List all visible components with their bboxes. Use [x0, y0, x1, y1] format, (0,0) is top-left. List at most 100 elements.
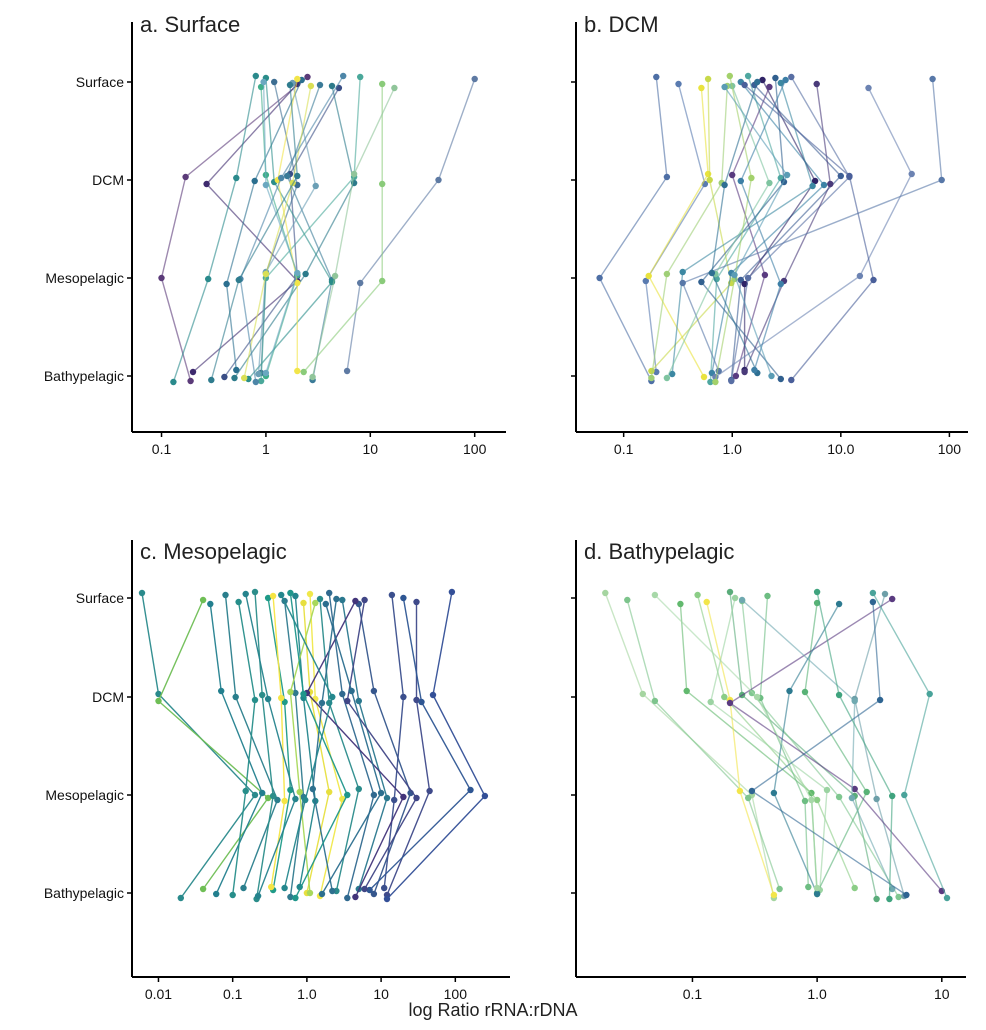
series-line [321, 603, 382, 895]
data-point [233, 366, 240, 374]
data-point [809, 182, 816, 190]
data-point [938, 176, 945, 184]
data-point [669, 370, 676, 378]
data-point [300, 599, 307, 607]
series-line [741, 600, 900, 898]
series-line [744, 84, 875, 381]
series-line [728, 598, 943, 892]
data-point [813, 588, 821, 596]
data-point [331, 272, 339, 280]
panel-title: d. Bathypelagic [584, 539, 734, 564]
data-point [653, 368, 660, 376]
series-line [750, 601, 907, 896]
data-point [728, 377, 735, 385]
y-tick-label: DCM [92, 689, 124, 705]
data-point [271, 78, 278, 86]
data-point [294, 172, 301, 180]
series-line [233, 85, 355, 379]
series-line [386, 591, 486, 900]
series-line [312, 598, 338, 892]
data-point [777, 375, 784, 383]
data-point [683, 687, 690, 695]
data-point [251, 588, 259, 596]
series-line [303, 84, 383, 373]
data-point [870, 276, 877, 284]
data-point [292, 689, 299, 697]
data-point [155, 697, 162, 705]
data-point [777, 280, 784, 288]
data-point [391, 84, 398, 92]
data-point [663, 173, 671, 181]
data-point [302, 796, 309, 804]
data-point [889, 595, 896, 603]
data-point [379, 80, 386, 88]
data-point [813, 796, 821, 804]
data-point [889, 792, 896, 800]
data-point [296, 788, 303, 796]
data-point [726, 72, 733, 80]
series-line [681, 78, 943, 372]
series-line [626, 599, 781, 890]
series-line [647, 87, 709, 378]
data-point [639, 690, 646, 698]
data-point [737, 276, 744, 284]
data-point [881, 590, 889, 598]
series-line [309, 593, 344, 897]
data-point [208, 376, 215, 384]
series-line [604, 592, 775, 899]
series-line [709, 597, 828, 891]
series-line [358, 603, 412, 895]
series-line [872, 592, 948, 899]
data-point [651, 591, 659, 599]
data-point [748, 174, 755, 182]
series-line [598, 76, 668, 382]
data-point [344, 697, 351, 705]
data-point [355, 785, 362, 793]
data-point [736, 787, 744, 795]
data-point [344, 894, 351, 902]
data-point [698, 84, 705, 92]
data-point [302, 270, 309, 278]
data-point [241, 374, 248, 382]
data-point [761, 271, 769, 279]
data-point [221, 373, 228, 381]
data-point [846, 172, 853, 180]
series-line [306, 600, 405, 898]
data-point [811, 177, 819, 185]
series-line [243, 85, 312, 379]
series-line [260, 86, 299, 377]
data-point [471, 75, 478, 83]
data-point [340, 72, 347, 80]
x-tick-label: 100 [444, 986, 468, 1002]
series-line [773, 603, 840, 895]
data-point [264, 695, 272, 703]
data-point [801, 797, 809, 805]
x-tick-label: 10.0 [827, 441, 854, 457]
data-point [869, 589, 877, 597]
x-tick-label: 0.1 [683, 986, 703, 1002]
data-point [379, 277, 386, 285]
data-point [435, 176, 442, 184]
data-point [240, 884, 247, 892]
data-point [251, 696, 259, 704]
data-point [294, 269, 301, 277]
data-point [698, 278, 705, 286]
x-tick-label: 10 [373, 986, 389, 1002]
data-point [294, 279, 301, 287]
data-point [837, 172, 844, 180]
data-point [400, 594, 407, 602]
data-point [383, 895, 391, 903]
data-point [366, 886, 373, 894]
data-point [467, 786, 474, 794]
data-point [677, 600, 684, 608]
series-line [289, 602, 316, 894]
data-point [786, 687, 793, 695]
series-line [804, 602, 868, 894]
series-line [650, 85, 728, 379]
data-point [827, 180, 834, 188]
data-point [370, 890, 378, 898]
series-line [172, 75, 257, 383]
data-point [943, 894, 951, 902]
data-point [813, 80, 820, 88]
data-point [770, 891, 778, 899]
